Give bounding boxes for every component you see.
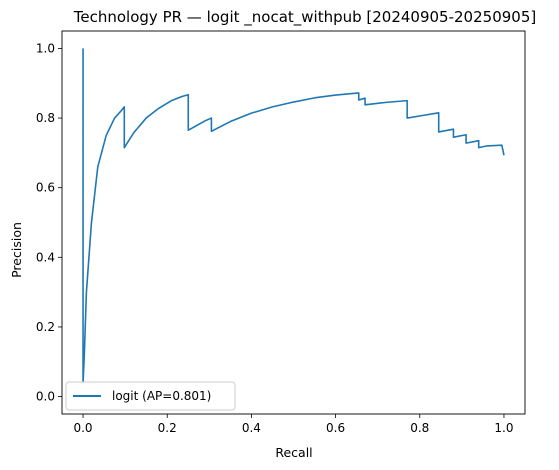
chart-title: Technology PR — logit _nocat_withpub [20…: [73, 8, 536, 27]
x-tick-label: 0.6: [326, 421, 345, 435]
y-tick-label: 1.0: [36, 41, 55, 55]
y-tick-label: 0.4: [36, 250, 55, 264]
legend-label-logit: logit (AP=0.801): [112, 389, 211, 403]
plot-area: [82, 48, 505, 384]
series-line-logit: [82, 48, 505, 384]
axis-ticks: 0.0 0.2 0.4 0.6 0.8 1.0 0.0 0.2 0.4 0.6 0.8 1.0: [36, 41, 514, 435]
axes-frame: [61, 30, 526, 415]
x-tick-label: 0.4: [242, 421, 261, 435]
x-axis-label: Recall: [275, 445, 312, 460]
y-tick-label: 0.0: [36, 390, 55, 404]
legend-box: [65, 381, 236, 411]
y-axis-label: Precision: [9, 222, 24, 278]
x-tick-label: 0.2: [158, 421, 177, 435]
x-tick-label: 1.0: [494, 421, 513, 435]
x-tick-label: 0.8: [410, 421, 429, 435]
x-tick-label: 0.0: [73, 421, 92, 435]
y-tick-label: 0.6: [36, 181, 55, 195]
y-tick-label: 0.8: [36, 111, 55, 125]
legend: logit (AP=0.801): [65, 381, 236, 411]
y-tick-label: 0.2: [36, 320, 55, 334]
